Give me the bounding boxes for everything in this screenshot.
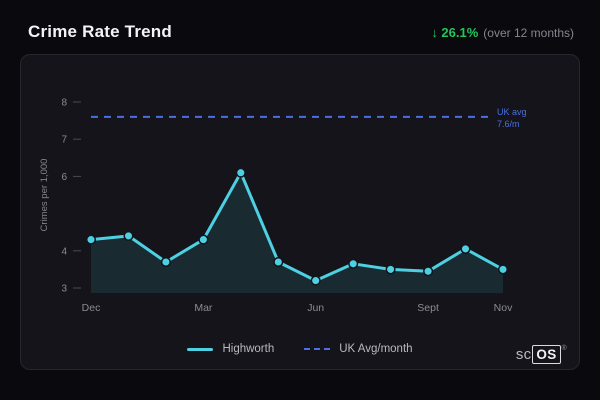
y-axis-title: Crimes per 1,000 bbox=[39, 159, 50, 232]
highworth-line bbox=[89, 171, 505, 283]
crime-rate-line-chart: Crimes per 1,000 8 7 6 4 3 UK avg 7.6/m Dec Mar Ju… bbox=[39, 98, 527, 315]
logo-prefix: sc bbox=[515, 346, 532, 363]
y-tick-label: 7 bbox=[61, 135, 67, 146]
x-tick-label: Nov bbox=[494, 302, 513, 314]
delta-value: ↓ 26.1% bbox=[431, 25, 479, 40]
data-point bbox=[273, 256, 284, 268]
y-tick-label: 8 bbox=[61, 98, 67, 109]
data-point bbox=[423, 266, 434, 277]
data-point bbox=[385, 264, 396, 275]
delta-note: (over 12 months) bbox=[483, 26, 574, 40]
scos-logo: sc OS ® bbox=[516, 345, 567, 364]
page-title: Crime Rate Trend bbox=[28, 22, 172, 41]
legend-label: UK Avg/month bbox=[339, 343, 413, 355]
delta-badge: ↓ 26.1% (over 12 months) bbox=[431, 25, 574, 40]
legend-item-uk-avg[interactable]: UK Avg/month bbox=[304, 343, 413, 355]
data-point bbox=[198, 234, 209, 245]
x-tick-label: Sept bbox=[417, 302, 439, 314]
data-point bbox=[348, 258, 359, 269]
page-header: Crime Rate Trend ↓ 26.1% (over 12 months) bbox=[0, 0, 600, 54]
y-tick-label: 4 bbox=[61, 246, 67, 257]
uk-avg-label: UK avg bbox=[497, 107, 527, 117]
data-point bbox=[160, 256, 171, 268]
logo-registered-mark: ® bbox=[561, 345, 567, 352]
x-tick-label: Jun bbox=[307, 302, 324, 314]
logo-box: OS bbox=[532, 345, 561, 364]
highworth-line-swatch bbox=[187, 347, 214, 351]
chart-legend: Highworth UK Avg/month bbox=[21, 343, 579, 355]
data-point bbox=[310, 275, 321, 286]
data-point bbox=[123, 230, 134, 241]
data-point bbox=[235, 167, 246, 178]
y-tick-label: 6 bbox=[61, 172, 67, 183]
highworth-area-fill bbox=[91, 172, 503, 293]
chart-card: Crimes per 1,000 8 7 6 4 3 UK avg 7.6/m Dec Mar Ju… bbox=[20, 54, 580, 370]
data-point bbox=[497, 264, 509, 275]
y-tick-label: 3 bbox=[61, 284, 67, 295]
uk-avg-dashed-swatch bbox=[304, 348, 331, 350]
legend-label: Highworth bbox=[222, 343, 275, 355]
data-point bbox=[460, 243, 471, 254]
x-tick-label: Dec bbox=[82, 302, 101, 314]
legend-item-highworth[interactable]: Highworth bbox=[187, 343, 274, 355]
x-tick-label: Mar bbox=[194, 302, 213, 314]
data-point bbox=[85, 234, 97, 245]
uk-avg-value-label: 7.6/m bbox=[497, 119, 520, 129]
